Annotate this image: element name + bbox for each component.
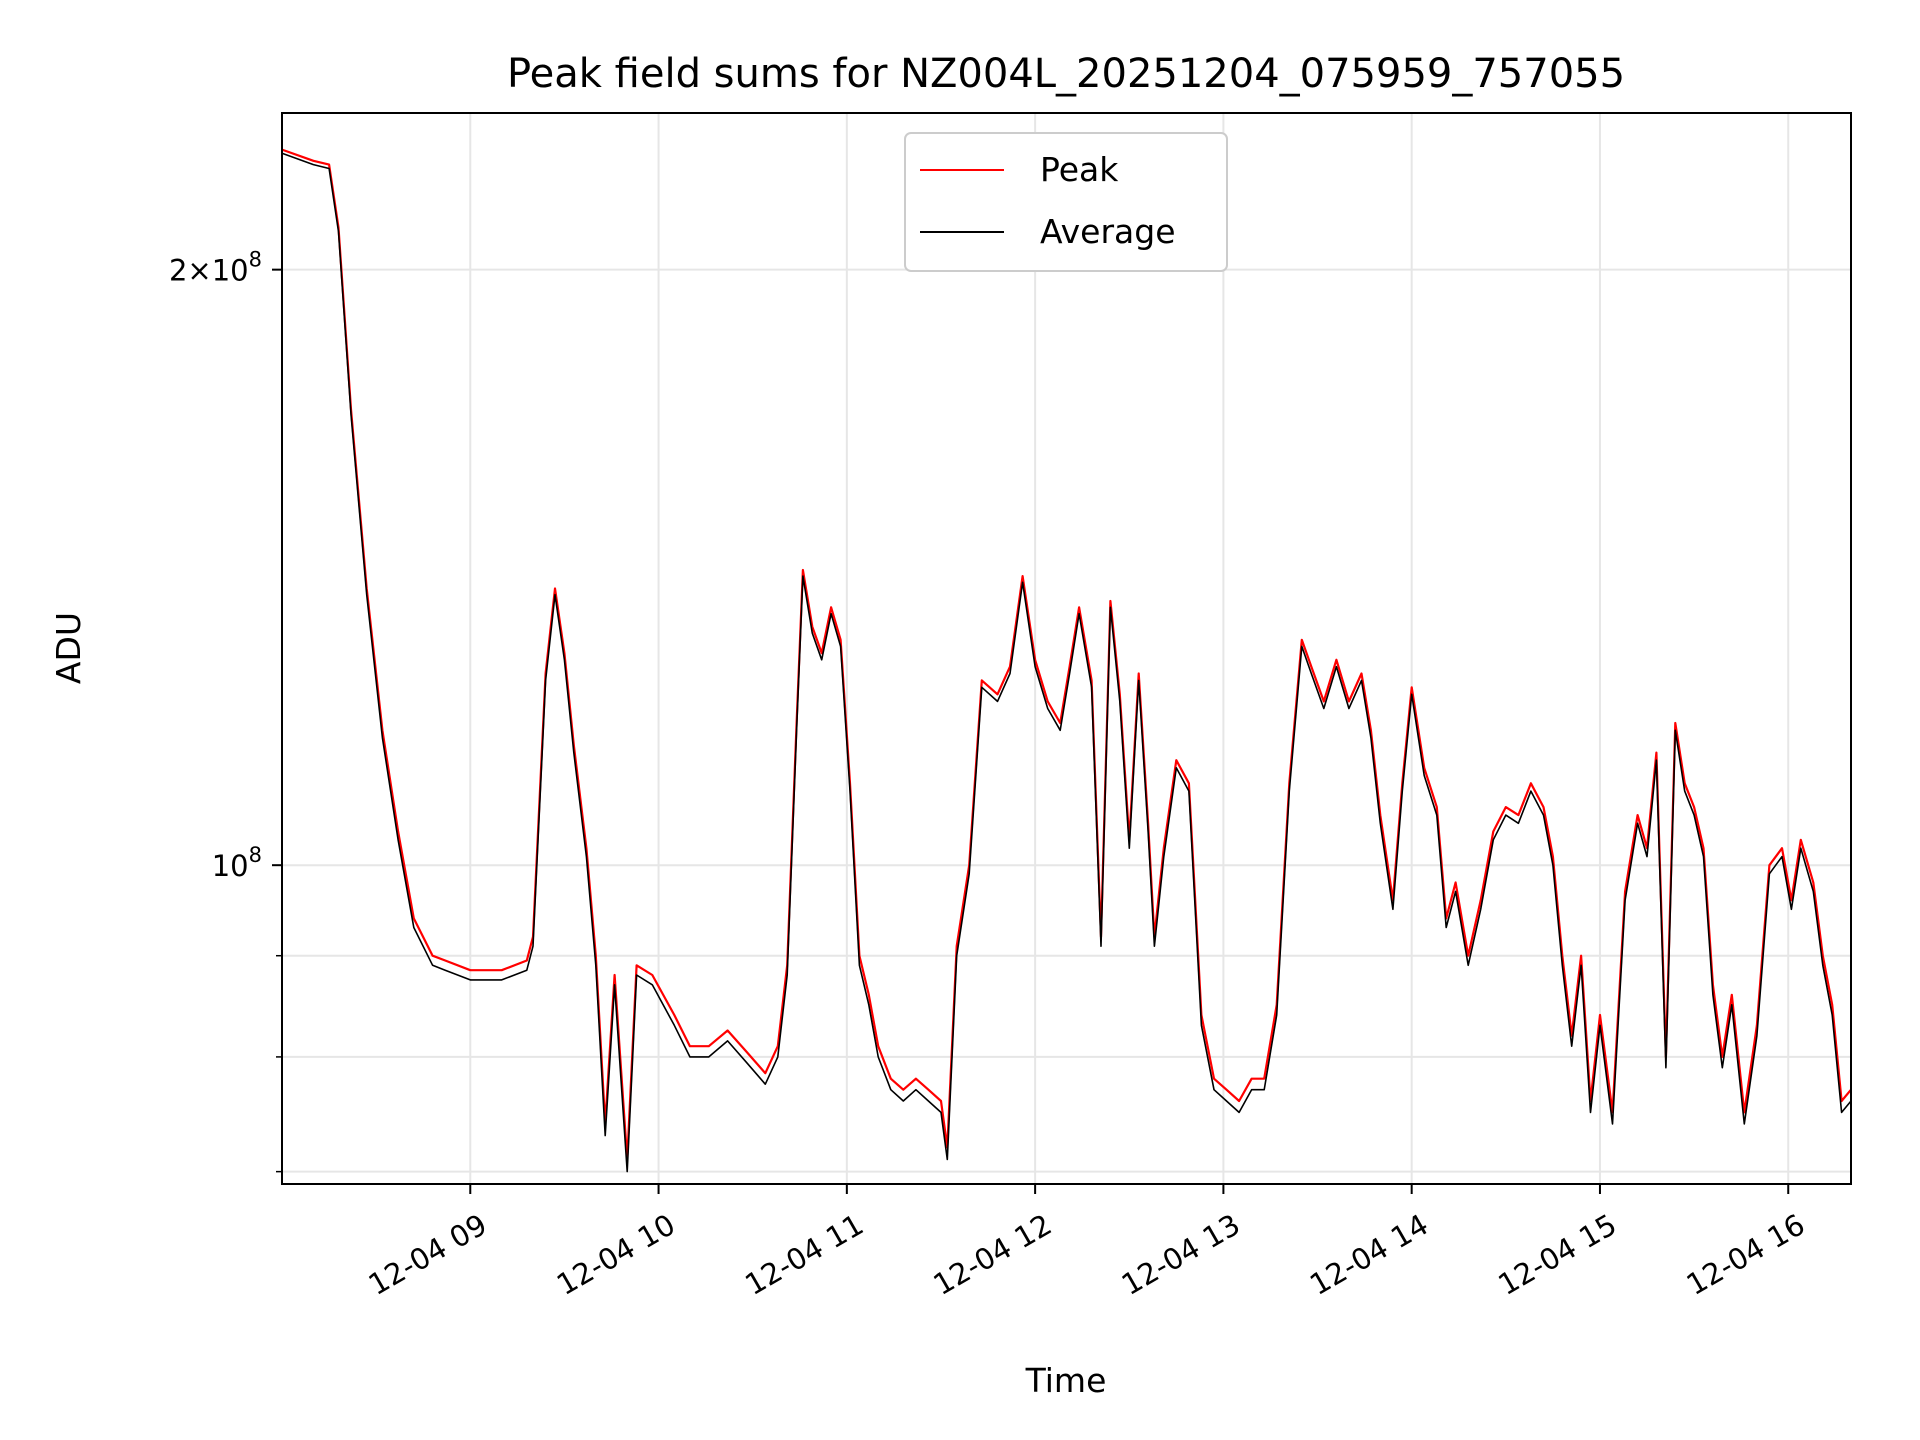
chart-title: Peak field sums for NZ004L_20251204_0759…: [507, 51, 1625, 97]
legend-frame: [904, 132, 1228, 272]
x-axis-label: Time: [1025, 1361, 1107, 1400]
plot-frame: [281, 112, 1852, 1185]
legend-label-average: Average: [1040, 212, 1176, 251]
series-layer: [281, 148, 1852, 1173]
legend-label-peak: Peak: [1040, 150, 1119, 189]
series-line-average: [281, 152, 1852, 1173]
y-axis-label: ADU: [49, 612, 88, 684]
y-tick-label: 2×108: [169, 248, 262, 288]
legend: Peak Average: [904, 132, 1228, 272]
grid-lines: [282, 113, 1851, 1184]
